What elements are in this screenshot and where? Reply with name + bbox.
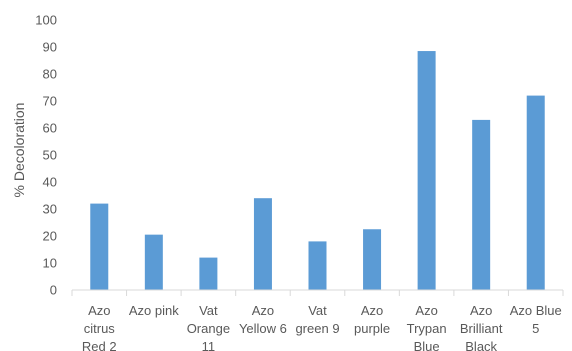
x-category-label-line: Black <box>465 339 497 351</box>
bars <box>90 51 545 291</box>
x-category-label: Vat Orange 11 <box>187 303 230 351</box>
x-category-label-line: Yellow 6 <box>239 321 287 336</box>
bar <box>363 229 382 290</box>
x-category-label-line: citrus <box>84 321 116 336</box>
x-category-label-line: purple <box>354 321 390 336</box>
bar <box>199 257 218 290</box>
x-category-label: Azo Blue 5 <box>510 303 562 336</box>
x-category-label-line: Azo <box>415 303 437 318</box>
y-tick-label: 10 <box>43 256 57 271</box>
x-category-label: Azo Brilliant Black <box>460 303 503 351</box>
x-category-label-line: Azo <box>470 303 492 318</box>
bar <box>308 241 327 290</box>
bar <box>417 51 436 290</box>
x-category-label-line: Brilliant <box>460 321 503 336</box>
x-category-label: Azo purple <box>354 303 390 336</box>
y-tick-label: 30 <box>43 202 57 217</box>
bar <box>90 203 109 290</box>
bar <box>526 95 545 290</box>
y-tick-label: 40 <box>43 175 57 190</box>
x-category-label: Azo pink <box>129 303 179 318</box>
x-category-label-line: 11 <box>202 339 216 351</box>
y-tick-label: 70 <box>43 94 57 109</box>
x-category-label-line: Blue <box>414 339 440 351</box>
x-category-label-line: Orange <box>187 321 230 336</box>
bar <box>253 198 272 290</box>
y-tick-label: 20 <box>43 229 57 244</box>
x-category-label-line: Vat <box>308 303 327 318</box>
x-category-label-line: Vat <box>199 303 218 318</box>
x-category-label-line: Azo Blue <box>510 303 562 318</box>
x-category-label-line: green 9 <box>295 321 339 336</box>
y-tick-label: 60 <box>43 121 57 136</box>
x-category-label: Azo Trypan Blue <box>407 303 447 351</box>
y-tick-label: 90 <box>43 40 57 55</box>
x-category-label-line: Azo pink <box>129 303 179 318</box>
y-tick-label: 50 <box>43 148 57 163</box>
y-axis-ticks: 0 10 20 30 40 50 60 70 80 90 100 <box>35 13 57 298</box>
x-category-label-line: Trypan <box>407 321 447 336</box>
x-category-label-line: Red 2 <box>82 339 117 351</box>
y-axis-label: % Decoloration <box>11 103 27 198</box>
x-axis-category-labels: Azo citrus Red 2 Azo pink Vat Orange 11 Azo Yell… <box>82 303 562 351</box>
bar <box>144 234 163 290</box>
x-category-label: Azo Yellow 6 <box>239 303 287 336</box>
y-tick-label: 0 <box>50 283 57 298</box>
x-category-label-line: 5 <box>532 321 539 336</box>
y-tick-label: 100 <box>35 13 57 28</box>
y-tick-label: 80 <box>43 67 57 82</box>
x-category-label-line: Azo <box>361 303 383 318</box>
x-category-label-line: Azo <box>252 303 274 318</box>
x-category-label: Vat green 9 <box>295 303 339 336</box>
x-category-label-line: Azo <box>88 303 110 318</box>
bar <box>472 119 491 291</box>
x-category-label: Azo citrus Red 2 <box>82 303 117 351</box>
x-axis <box>71 289 564 296</box>
